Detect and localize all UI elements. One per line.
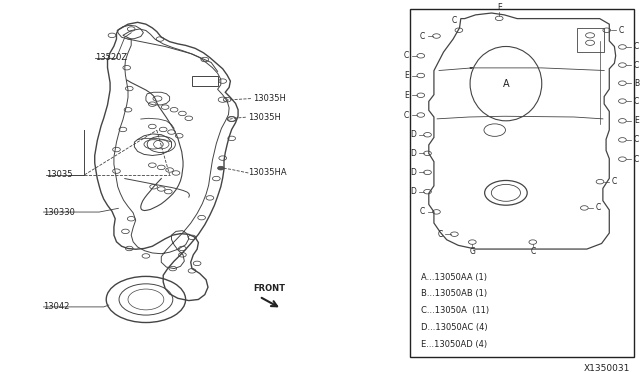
Text: X1350031: X1350031	[584, 364, 630, 372]
Text: C: C	[420, 32, 425, 41]
Text: C: C	[530, 247, 536, 256]
Bar	[577, 28, 604, 52]
Text: C: C	[634, 135, 639, 144]
Text: D: D	[410, 168, 416, 177]
Text: B...13050AB (1): B...13050AB (1)	[421, 289, 487, 298]
Text: C: C	[634, 155, 639, 164]
Text: C: C	[634, 61, 639, 70]
Bar	[410, 9, 634, 357]
Text: B: B	[634, 79, 639, 88]
Text: E...13050AD (4): E...13050AD (4)	[421, 340, 487, 349]
Text: C: C	[404, 51, 410, 60]
Text: 13035H: 13035H	[253, 94, 285, 103]
Text: E: E	[634, 116, 639, 125]
Text: FRONT: FRONT	[253, 284, 285, 293]
Text: 13042: 13042	[44, 302, 70, 311]
Text: A...13050AA (1): A...13050AA (1)	[421, 273, 487, 282]
Text: C: C	[612, 177, 617, 186]
Text: E: E	[404, 91, 410, 100]
Text: C: C	[618, 26, 623, 35]
Text: 13035: 13035	[46, 170, 72, 179]
Text: D: D	[410, 187, 416, 196]
Circle shape	[218, 166, 224, 170]
Text: C...13050A  (11): C...13050A (11)	[421, 306, 489, 315]
Text: D...13050AC (4): D...13050AC (4)	[421, 323, 488, 332]
Text: C: C	[451, 16, 456, 25]
Text: A: A	[502, 78, 509, 89]
Text: E: E	[497, 3, 502, 12]
Text: C: C	[404, 110, 410, 119]
Text: C: C	[596, 203, 601, 212]
Text: C: C	[634, 97, 639, 106]
Text: C: C	[438, 230, 443, 239]
Text: 13520Z: 13520Z	[95, 53, 127, 62]
Text: G: G	[469, 247, 476, 256]
Text: D: D	[410, 130, 416, 139]
Text: D: D	[410, 149, 416, 158]
Text: E: E	[404, 71, 410, 80]
Text: C: C	[634, 42, 639, 51]
Text: 13035HA: 13035HA	[248, 169, 287, 177]
Text: C: C	[420, 207, 425, 217]
Text: 130330: 130330	[44, 208, 76, 217]
Text: 13035H: 13035H	[248, 113, 280, 122]
Bar	[192, 76, 218, 86]
